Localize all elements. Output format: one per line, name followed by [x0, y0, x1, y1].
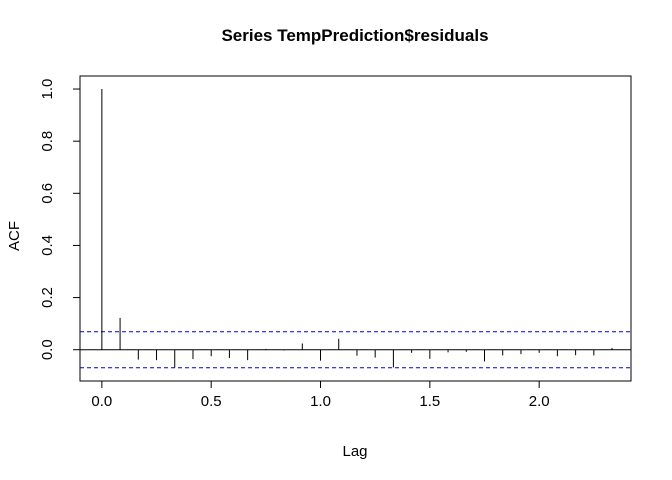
y-axis-label: ACF	[6, 221, 23, 251]
y-tick-label: 1.0	[39, 79, 56, 100]
x-tick-label: 1.5	[419, 393, 440, 410]
y-tick-label: 0.6	[39, 183, 56, 204]
chart-title: Series TempPrediction$residuals	[221, 26, 488, 45]
acf-bars	[101, 89, 613, 368]
x-tick-label: 1.0	[310, 393, 331, 410]
x-axis: 0.0 0.5 1.0 1.5 2.0	[91, 380, 550, 410]
y-tick-label: 0.4	[39, 235, 56, 256]
y-tick-label: 0.8	[39, 131, 56, 152]
confidence-bounds	[80, 331, 631, 369]
y-tick-label: 0.2	[39, 287, 56, 308]
x-tick-label: 2.0	[529, 393, 550, 410]
plot-frame	[79, 75, 632, 382]
x-axis-label: Lag	[342, 443, 367, 460]
y-axis: 0.0 0.2 0.4 0.6 0.8 1.0	[39, 79, 81, 360]
x-tick-label: 0.0	[91, 393, 112, 410]
x-tick-label: 0.5	[201, 393, 222, 410]
y-tick-label: 0.0	[39, 339, 56, 360]
